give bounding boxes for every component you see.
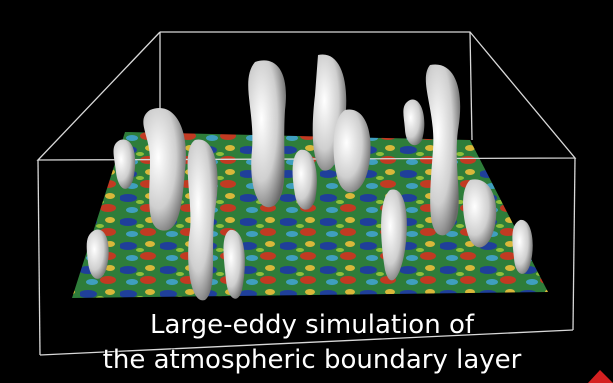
caption-line: the atmospheric boundary layer [103, 345, 522, 375]
scene: Large-eddy simulation of the atmospheric… [0, 0, 613, 383]
caption-line: Large-eddy simulation of [150, 310, 475, 340]
page: Large-eddy simulation of the atmospheric… [0, 0, 613, 383]
